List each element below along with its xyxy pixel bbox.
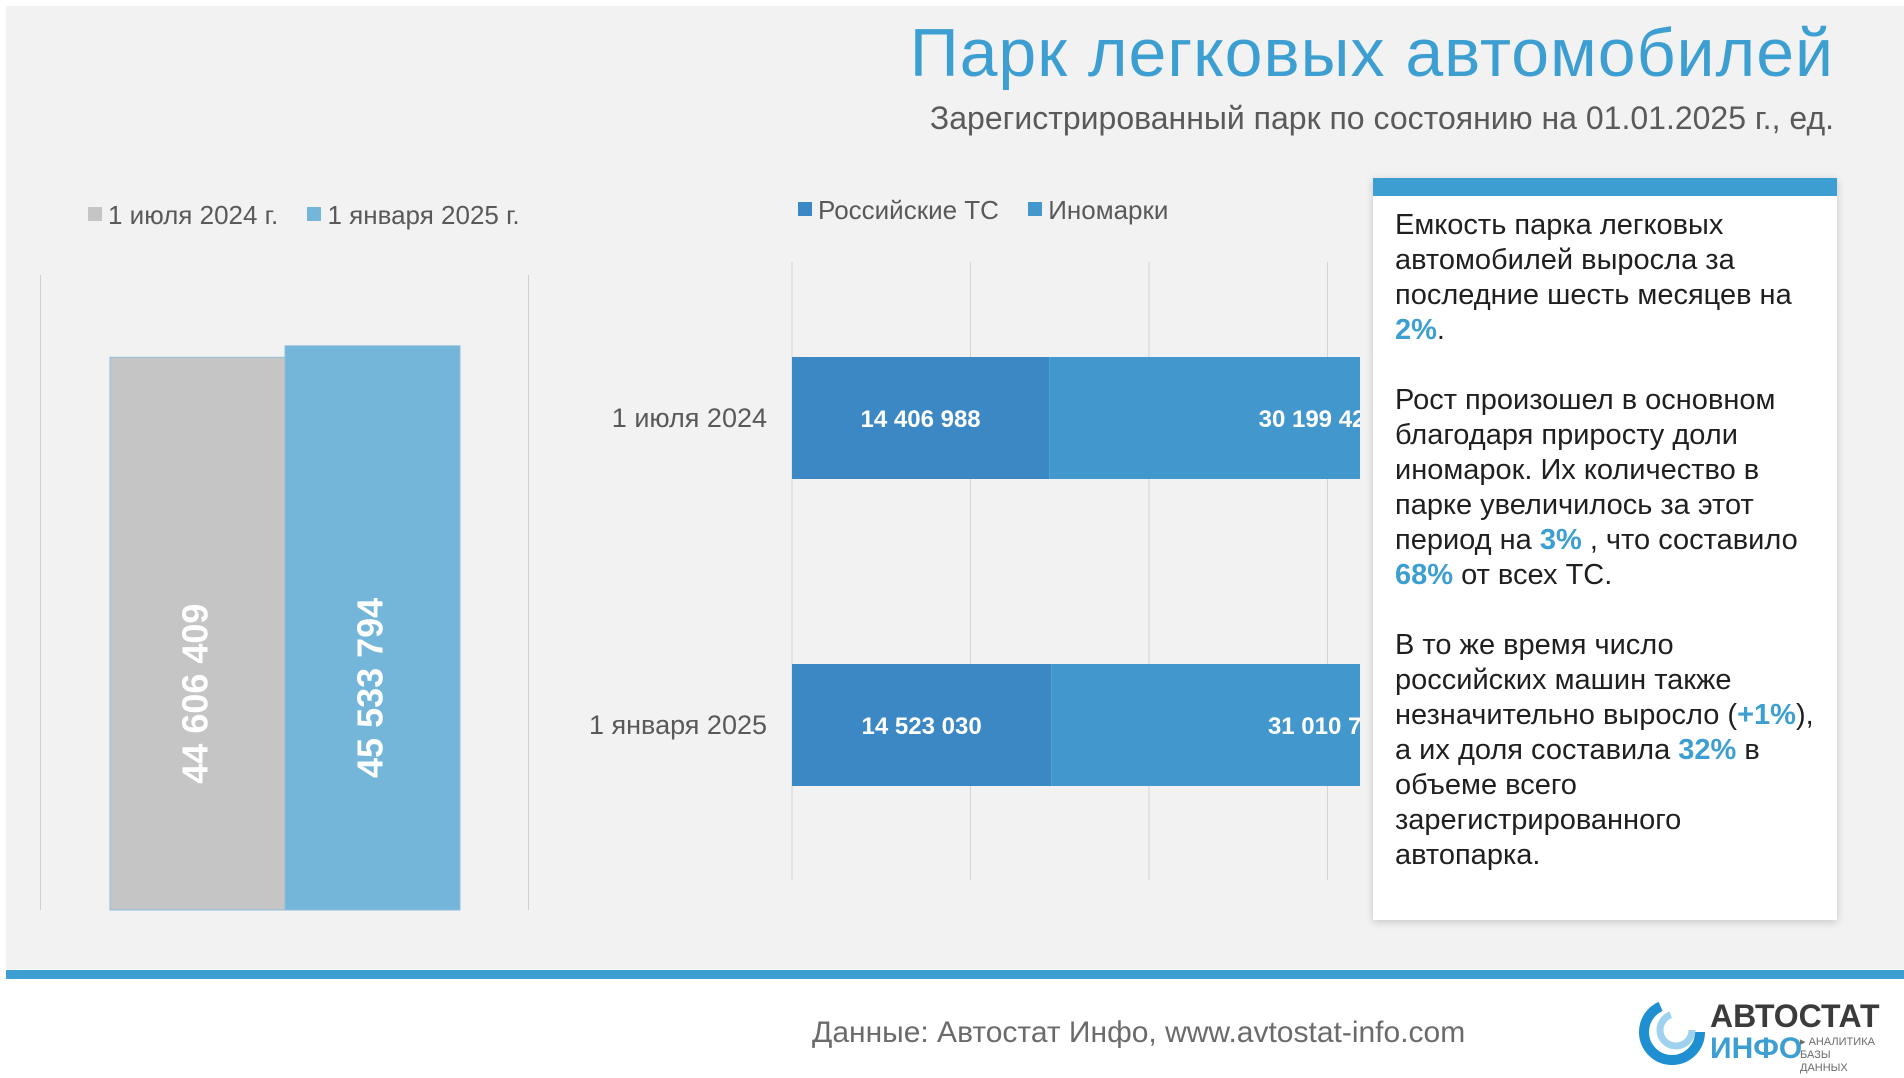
text-run: от всех ТС. [1453, 559, 1613, 591]
legend-item-july: 1 июля 2024 г. [88, 200, 278, 231]
text-run: . [1436, 314, 1445, 346]
highlight-value: 2% [1395, 314, 1437, 346]
vertical-bar-chart: 44 606 409 45 533 794 [109, 345, 461, 911]
bar-group: 44 606 409 [109, 356, 286, 911]
page-subtitle: Зарегистрированный парк по состоянию на … [929, 100, 1834, 136]
stacked-bar-segment [792, 357, 1050, 479]
legend-label: 1 июля 2024 г. [108, 200, 279, 230]
legend-swatch-gray [88, 207, 102, 222]
logo-wordmark-info: ИНФО [1710, 1032, 1803, 1065]
autostat-logo: АВТОСТАТ ИНФО ▸ АНАЛИТИКА БАЗЫ ДАННЫХ [1638, 992, 1880, 1074]
stacked-bar-segment [792, 664, 1052, 786]
segment-value-label: 14 523 030 [862, 713, 982, 740]
commentary-text: Емкость парка легковых автомобилей вырос… [1395, 208, 1825, 908]
legend-label: Российские ТС [818, 195, 999, 225]
logo-swirl-icon [1639, 999, 1705, 1065]
source-text: Данные: Автостат Инфо, www.avtostat-info… [812, 1016, 1466, 1049]
text-run: в объеме всего зарегистрированного автоп… [1395, 734, 1760, 871]
chart2-legend: Российские ТС Иномарки [798, 195, 1190, 226]
page-title: Парк легковых автомобилей [909, 15, 1834, 91]
bar-value-label: 44 606 409 [175, 604, 216, 784]
highlight-value: 68% [1395, 559, 1454, 591]
legend-label: 1 января 2025 г. [327, 200, 520, 230]
commentary-paragraph-1: Емкость парка легковых автомобилей вырос… [1395, 208, 1825, 348]
legend-swatch-foreign [1028, 202, 1043, 217]
legend-item-russian: Российские ТС [798, 195, 999, 226]
legend-item-january: 1 января 2025 г. [307, 200, 520, 231]
text-run: ), а их доля составила [1395, 699, 1814, 766]
text-run: Емкость парка легковых автомобилей вырос… [1395, 209, 1792, 311]
bar [284, 345, 461, 911]
logo-wordmark: АВТОСТАТ [1710, 998, 1880, 1034]
highlight-value: 3% [1539, 524, 1582, 556]
segment-value-label: 31 010 764 [1268, 713, 1360, 740]
commentary-top-bar [1373, 178, 1837, 196]
legend-item-foreign: Иномарки [1028, 195, 1168, 226]
bar [109, 356, 286, 911]
highlight-value: +1% [1737, 699, 1796, 731]
logo-tagline: ▸ АНАЛИТИКА БАЗЫ ДАННЫХ [1800, 1036, 1875, 1074]
legend-swatch-russian [798, 202, 812, 217]
commentary-paragraph-3: В то же время число российских машин так… [1395, 628, 1825, 873]
segment-value-label: 14 406 988 [861, 406, 981, 433]
category-label: 1 января 2025 [589, 710, 767, 740]
segment-value-label: 30 199 421 [1259, 406, 1360, 433]
stacked-bar-segment [1051, 664, 1360, 786]
highlight-value: 32% [1678, 734, 1737, 766]
legend-label: Иномарки [1048, 195, 1169, 225]
chart-separator [528, 275, 529, 910]
legend-swatch-blue [307, 207, 322, 222]
commentary-paragraph-2: Рост произошел в основном благодаря прир… [1395, 383, 1825, 593]
text-run: Рост произошел в основном благодаря прир… [1395, 384, 1776, 556]
bar-group: 45 533 794 [284, 345, 461, 911]
chart1-legend: 1 июля 2024 г. 1 января 2025 г. [88, 200, 542, 231]
category-label: 1 июля 2024 [612, 403, 767, 433]
stacked-bar-segment [1049, 357, 1360, 479]
text-run: В то же время число российских машин так… [1395, 629, 1738, 731]
chart1-left-border [40, 275, 41, 910]
footer-divider [6, 970, 1904, 979]
commentary-box: Емкость парка легковых автомобилей вырос… [1373, 178, 1837, 920]
bar-value-label: 45 533 794 [350, 598, 391, 778]
text-run: , что составило [1581, 524, 1798, 556]
stacked-bar-chart: 1 июля 2024 14 406 988 30 199 421 1 января … [589, 262, 1360, 880]
